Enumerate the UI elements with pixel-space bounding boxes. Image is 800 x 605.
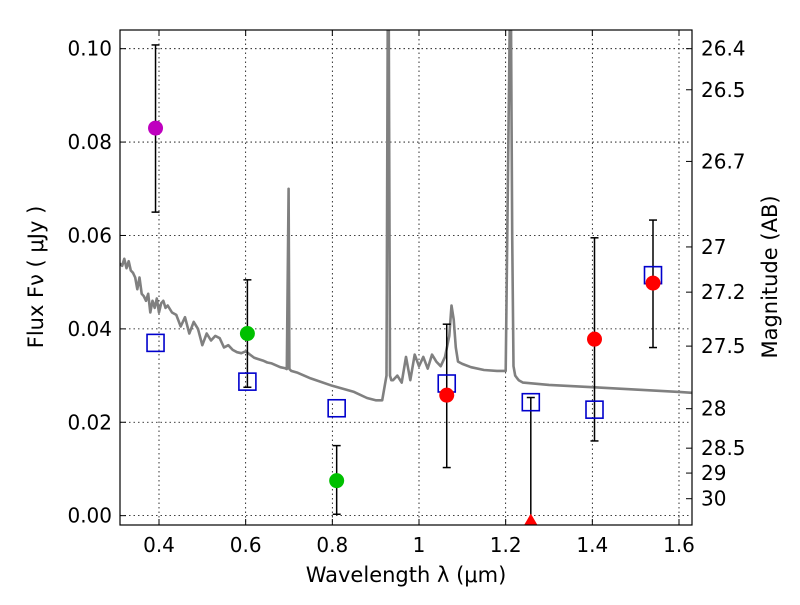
magnitude-tick-label: 30	[701, 487, 726, 511]
x-tick-label: 0.4	[143, 533, 175, 557]
y-axis-label: Flux Fν ( μJy )	[24, 206, 48, 349]
y-tick-labels: 0.00 0.02 0.04 0.06 0.08 0.10	[67, 37, 112, 528]
x-tick-labels: 0.4 0.6 0.8 1 1.2 1.4 1.6	[143, 533, 695, 557]
model-square-marker	[146, 333, 165, 353]
x-tick-label: 1.6	[663, 533, 695, 557]
sed-curve	[120, 30, 692, 402]
plot-frame	[119, 29, 693, 526]
y2-axis-label: Magnitude (AB)	[758, 195, 782, 358]
magnitude-tick-label: 26.5	[701, 78, 746, 102]
observed-point-marker	[645, 275, 661, 291]
model-square-marker	[238, 372, 257, 391]
x-tick-label: 1.2	[490, 533, 522, 557]
y-tick-label: 0.08	[67, 130, 112, 154]
y-tick-label: 0.00	[67, 504, 112, 528]
model-square-marker	[585, 400, 604, 419]
x-tick-label: 0.6	[230, 533, 262, 557]
magnitude-tick-label: 28	[701, 397, 726, 421]
y-tick-label: 0.10	[67, 37, 112, 61]
x-tick-label: 1.4	[576, 533, 608, 557]
observed-point-marker	[239, 326, 255, 342]
model-square-marker	[327, 398, 346, 418]
magnitude-tick-label: 27.5	[701, 334, 746, 358]
magnitude-tick-label: 27.2	[701, 280, 746, 304]
observed-point-marker	[587, 331, 602, 347]
ticks-layer	[120, 30, 692, 525]
magnitude-tick-label: 27	[701, 235, 726, 259]
magnitude-tick-label: 26.7	[701, 149, 746, 173]
observed-point-marker	[439, 387, 455, 403]
model-square-marker	[521, 392, 541, 412]
point-layer	[148, 120, 661, 525]
observed-point-marker	[148, 120, 164, 136]
magnitude-tick-label: 29	[701, 461, 726, 485]
plot-area	[120, 30, 692, 525]
y-tick-label: 0.04	[67, 317, 112, 341]
observed-point-marker	[329, 473, 345, 489]
x-tick-label: 0.8	[316, 533, 348, 557]
y-tick-label: 0.02	[67, 410, 112, 434]
sed-layer	[120, 30, 692, 402]
magnitude-tick-label: 26.4	[701, 37, 746, 61]
observed-triangle-marker	[524, 513, 538, 525]
model-layer	[146, 265, 663, 419]
x-tick-label: 1	[413, 533, 426, 557]
y-tick-label: 0.06	[67, 223, 112, 247]
magnitude-tick-label: 28.5	[701, 436, 746, 460]
x-axis-label: Wavelength λ (μm)	[306, 563, 507, 587]
